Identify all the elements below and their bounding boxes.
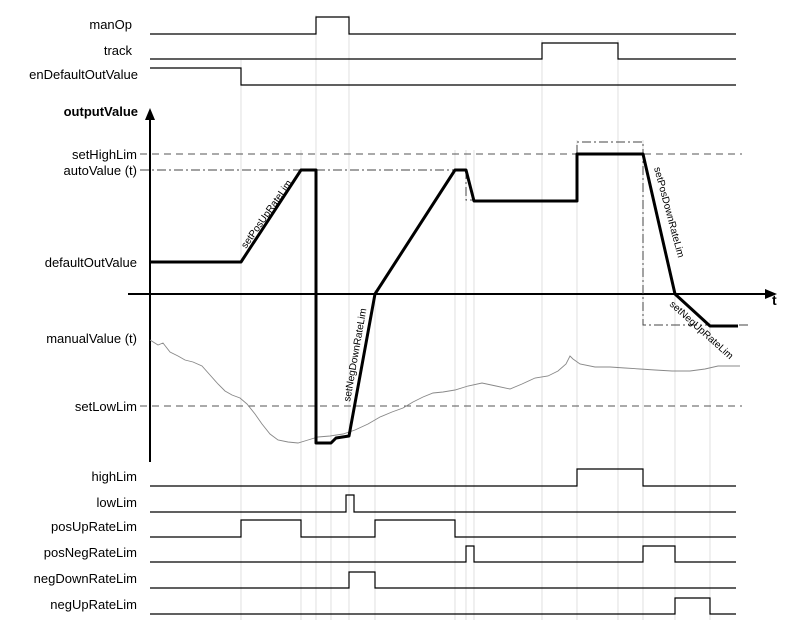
signal-label-negDownRateLim: negDownRateLim xyxy=(34,571,137,586)
level-label-setLowLim: setLowLim xyxy=(75,399,137,414)
signal-manOp: manOp xyxy=(89,16,736,35)
level-manualValue: manualValue (t) xyxy=(46,331,137,346)
signal-negUpRateLim: negUpRateLim xyxy=(50,597,736,615)
signal-label-posUpRateLim: posUpRateLim xyxy=(51,519,137,534)
signal-label-enDefaultOutValue: enDefaultOutValue xyxy=(29,67,138,82)
x-axis-arrow xyxy=(765,289,777,299)
signal-lowLim: lowLim xyxy=(97,494,736,513)
level-label-defaultOutValue: defaultOutValue xyxy=(45,255,137,270)
signal-negDownRateLim: negDownRateLim xyxy=(34,571,736,589)
y-axis-label: outputValue xyxy=(64,104,138,119)
signal-label-lowLim: lowLim xyxy=(97,495,137,510)
output-value-curve xyxy=(150,152,738,445)
level-autoValue: autoValue (t) xyxy=(64,163,474,201)
level-label-setHighLim: setHighLim xyxy=(72,147,137,162)
signal-posUpRateLim: posUpRateLim xyxy=(51,519,736,538)
signal-enDefaultOutValue: enDefaultOutValue xyxy=(29,67,736,86)
signal-label-posNegRateLim: posNegRateLim xyxy=(44,545,137,560)
event-gridlines xyxy=(240,15,711,620)
signal-posNegRateLim: posNegRateLim xyxy=(44,545,736,563)
signal-label-manOp: manOp xyxy=(89,17,132,32)
signal-label-negUpRateLim: negUpRateLim xyxy=(50,597,137,612)
signal-highLim: highLim xyxy=(91,468,736,487)
x-axis-label: t xyxy=(772,292,777,308)
signal-track: track xyxy=(104,42,736,60)
signal-label-highLim: highLim xyxy=(91,469,137,484)
level-setLowLim: setLowLim xyxy=(75,399,742,414)
level-label-autoValue: autoValue (t) xyxy=(64,163,137,178)
unlimited-output-envelope xyxy=(576,141,748,326)
analog-axes: outputValue t xyxy=(64,104,777,462)
y-axis-arrow xyxy=(145,108,155,120)
level-defaultOutValue: defaultOutValue xyxy=(45,255,137,270)
level-setHighLim: setHighLim xyxy=(72,147,742,162)
annotation-setPosUpRateLim: setPosUpRateLim xyxy=(239,178,294,250)
signal-label-track: track xyxy=(104,43,133,58)
level-label-manualValue: manualValue (t) xyxy=(46,331,137,346)
annotation-setNegUpRateLim: setNegUpRateLim xyxy=(667,299,735,362)
manual-value-curve xyxy=(149,339,740,444)
